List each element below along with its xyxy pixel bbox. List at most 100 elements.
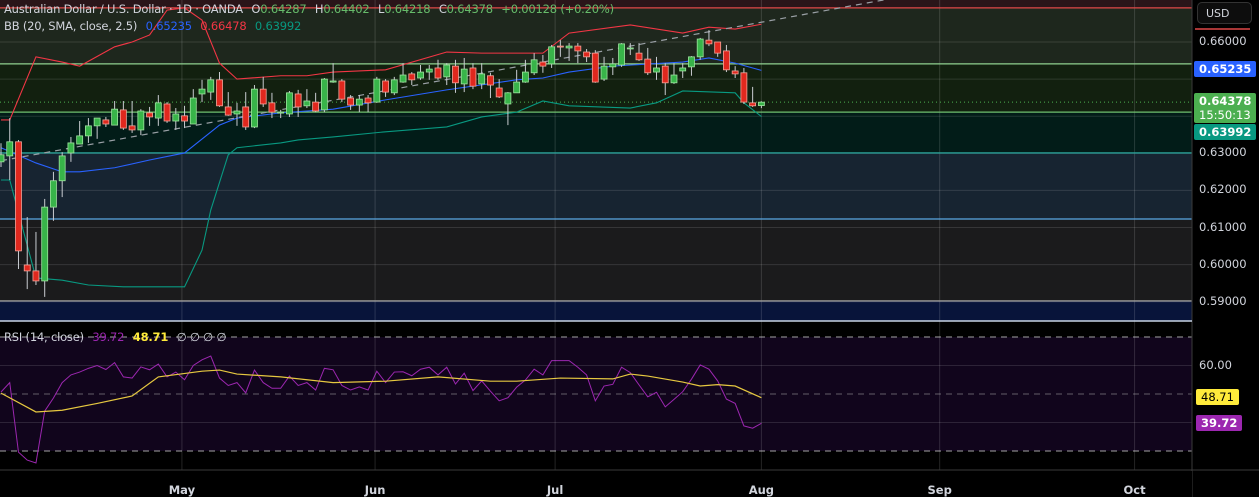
last-price-badge: 0.64378 15:50:13: [1194, 93, 1257, 123]
candle-up: [513, 81, 521, 94]
candle-down: [408, 73, 416, 81]
price-zone: [0, 152, 1192, 219]
time-axis-tick: Aug: [748, 483, 775, 497]
bb-upper-line: [1, 7, 762, 121]
rsi-badge: 39.72: [1196, 415, 1243, 431]
candle-up: [670, 74, 678, 84]
time-axis-tick: May: [168, 483, 196, 497]
candle-up: [329, 80, 337, 83]
candle-down: [119, 109, 127, 129]
symbol-legend[interactable]: Australian Dollar / U.S. Dollar · 1D · O…: [4, 2, 619, 16]
candle-down: [539, 61, 547, 67]
bb-label: BB (20, SMA, close, 2.5): [4, 19, 138, 33]
candle-up: [154, 102, 162, 119]
candle-down: [705, 39, 713, 45]
currency-button[interactable]: USD: [1197, 2, 1252, 24]
candle-down: [740, 72, 748, 103]
candle-down: [452, 65, 459, 84]
candle-up: [277, 111, 285, 114]
candle-up: [41, 206, 49, 282]
candle-down: [128, 125, 136, 131]
rsi-label: RSI (14, close): [4, 330, 84, 344]
candle-down: [163, 103, 171, 122]
candle-down: [583, 51, 590, 58]
rsi-legend[interactable]: RSI (14, close) 39.72 48.71 ∅ ∅ ∅ ∅: [4, 330, 231, 344]
candle-up: [93, 117, 101, 127]
candle-up: [6, 141, 14, 157]
price-axis-tick: 0.62000: [1199, 182, 1247, 197]
candle-down: [714, 41, 722, 54]
candle-up: [0, 154, 5, 163]
candle-down: [32, 270, 40, 282]
trendline-dashed[interactable]: [0, 0, 954, 162]
price-axis-background: [1192, 0, 1259, 497]
candle-up: [320, 78, 328, 111]
bb-lower-price-badge: 0.63992: [1194, 124, 1257, 140]
candle-up: [85, 125, 92, 137]
price-zone: [0, 0, 1192, 8]
trendline[interactable]: [0, 0, 954, 162]
candle-up: [548, 46, 556, 65]
candle-down: [338, 80, 346, 100]
candle-down: [661, 65, 669, 84]
last-price: 0.64378: [1199, 94, 1252, 108]
candle-up: [390, 79, 398, 94]
candle-up: [696, 38, 704, 58]
candle-up: [504, 92, 512, 105]
candle-up: [443, 64, 451, 78]
candle-up: [198, 88, 206, 95]
candle-up: [189, 97, 197, 125]
bb-basis-value: 0.65235: [145, 19, 192, 33]
bar-countdown: 15:50:13: [1199, 108, 1251, 122]
candle-up: [355, 98, 363, 106]
candle-down: [15, 141, 22, 252]
candle-up: [460, 68, 468, 85]
candle-up: [653, 67, 660, 73]
candle-down: [23, 264, 31, 272]
candle-up: [522, 71, 529, 83]
candle-down: [382, 80, 389, 93]
candle-up: [67, 142, 75, 154]
candle-down: [102, 119, 110, 125]
candle-up: [530, 59, 538, 74]
rsi-ma-line: [0, 369, 762, 413]
candle-down: [731, 70, 739, 75]
ohlc-high: H0.64402: [314, 2, 370, 16]
price-axis-tick: 0.60000: [1199, 256, 1247, 271]
candle-up: [50, 180, 57, 208]
candle-down: [574, 45, 582, 52]
candle-up: [111, 108, 119, 126]
candle-up: [417, 71, 424, 79]
candle-up: [399, 74, 407, 83]
price-zone: [0, 218, 1192, 301]
time-axis-tick: Jun: [364, 483, 386, 497]
candle-down: [487, 75, 494, 86]
candle-up: [137, 110, 145, 131]
time-axis-background: [0, 471, 1192, 497]
candle-up: [757, 101, 765, 106]
candle-up: [233, 110, 241, 115]
candle-down: [216, 79, 223, 107]
candle-down: [224, 106, 232, 116]
bollinger-bands: [0, 7, 762, 288]
candle-up: [679, 67, 687, 72]
candle-down: [259, 88, 267, 105]
rsi-ma-value: 48.71: [132, 330, 169, 344]
candle-up: [626, 47, 634, 50]
bb-legend[interactable]: BB (20, SMA, close, 2.5) 0.65235 0.66478…: [4, 19, 306, 33]
candle-up: [425, 68, 433, 73]
candle-down: [242, 106, 250, 128]
candle-up: [76, 135, 84, 145]
rsi-line: [0, 355, 762, 464]
candle-up: [478, 73, 486, 85]
candle-up: [303, 100, 311, 107]
rsi-axis-tick: 60.00: [1199, 358, 1232, 372]
candle-down: [268, 102, 276, 113]
price-axis-tick: 0.61000: [1199, 219, 1247, 234]
time-axis-tick: Oct: [1123, 483, 1146, 497]
price-axis-tick: 0.59000: [1199, 293, 1247, 308]
candle-down: [556, 45, 564, 48]
rsi-extra-values: ∅ ∅ ∅ ∅: [176, 330, 227, 344]
candle-down: [495, 87, 503, 98]
